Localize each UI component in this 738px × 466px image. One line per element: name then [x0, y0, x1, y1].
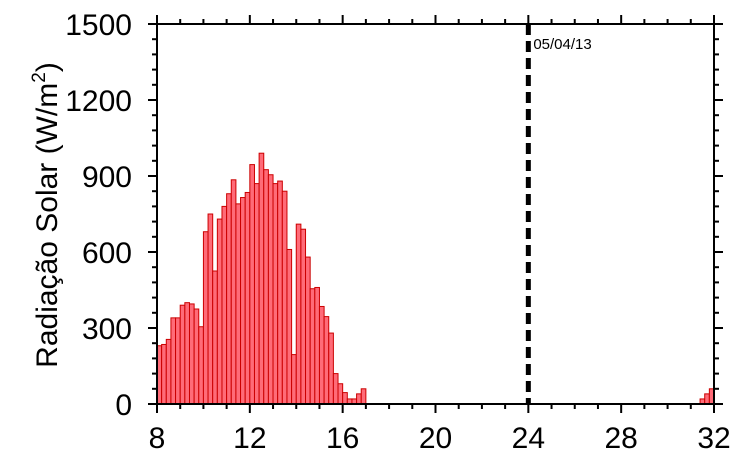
bar [244, 191, 251, 405]
bar [179, 304, 186, 405]
bar [309, 288, 316, 405]
date-marker-label: 05/04/13 [533, 36, 591, 53]
bar [286, 248, 293, 405]
bar [263, 169, 269, 405]
bar [170, 317, 177, 405]
bar [305, 256, 311, 405]
bar [267, 174, 274, 405]
bar [332, 373, 339, 405]
bar [323, 316, 330, 405]
y-tick-labels: 0 300 600 900 1200 1500 [65, 9, 132, 422]
y-axis-title-superscript: 2 [29, 72, 50, 83]
x-tick-label: 8 [149, 422, 166, 455]
x-tick-label: 32 [697, 422, 730, 455]
y-axis-title: Radiação Solar (W/m2) [29, 62, 64, 368]
x-tick-label: 28 [604, 422, 637, 455]
bar [175, 317, 181, 405]
x-tick-label: 20 [419, 422, 452, 455]
bar [193, 308, 200, 405]
bar [342, 392, 348, 405]
bar [235, 203, 242, 405]
bar [240, 197, 246, 405]
bar [216, 218, 223, 405]
bar [258, 152, 265, 405]
bar [188, 303, 195, 405]
bar [277, 180, 283, 405]
x-tick-label: 24 [512, 422, 545, 455]
bar [212, 270, 218, 405]
bar [281, 190, 288, 405]
bar [221, 205, 228, 405]
bar [295, 223, 302, 405]
bar [253, 183, 260, 405]
bar [207, 213, 214, 405]
y-axis-title-main: Radiação Solar (W/m [31, 83, 64, 368]
bar [161, 343, 167, 405]
bar [230, 179, 237, 405]
x-tick-label: 16 [326, 422, 359, 455]
bar [356, 393, 362, 405]
bar [249, 164, 255, 405]
bar [337, 383, 344, 405]
bar [328, 332, 334, 405]
y-tick-label: 600 [82, 237, 132, 270]
bar [184, 302, 190, 405]
bar [272, 183, 279, 405]
y-tick-label: 0 [115, 389, 132, 422]
bar [360, 388, 367, 405]
bar [202, 231, 209, 405]
y-tick-label: 900 [82, 161, 132, 194]
y-axis-title-close: ) [31, 62, 64, 72]
plot-frame [156, 23, 715, 405]
bar [300, 228, 307, 405]
bars-group [156, 152, 715, 405]
major-ticks [148, 15, 723, 413]
bar [314, 286, 320, 405]
bar [318, 305, 325, 405]
bar [704, 393, 710, 405]
y-tick-label: 1200 [65, 85, 132, 118]
bar [198, 326, 204, 405]
bar [291, 354, 297, 405]
bar [165, 338, 172, 405]
bar [226, 193, 232, 405]
y-tick-label: 300 [82, 313, 132, 346]
x-tick-label: 12 [233, 422, 266, 455]
x-tick-labels: 8 12 16 20 24 28 32 [149, 422, 731, 455]
y-tick-label: 1500 [65, 9, 132, 42]
